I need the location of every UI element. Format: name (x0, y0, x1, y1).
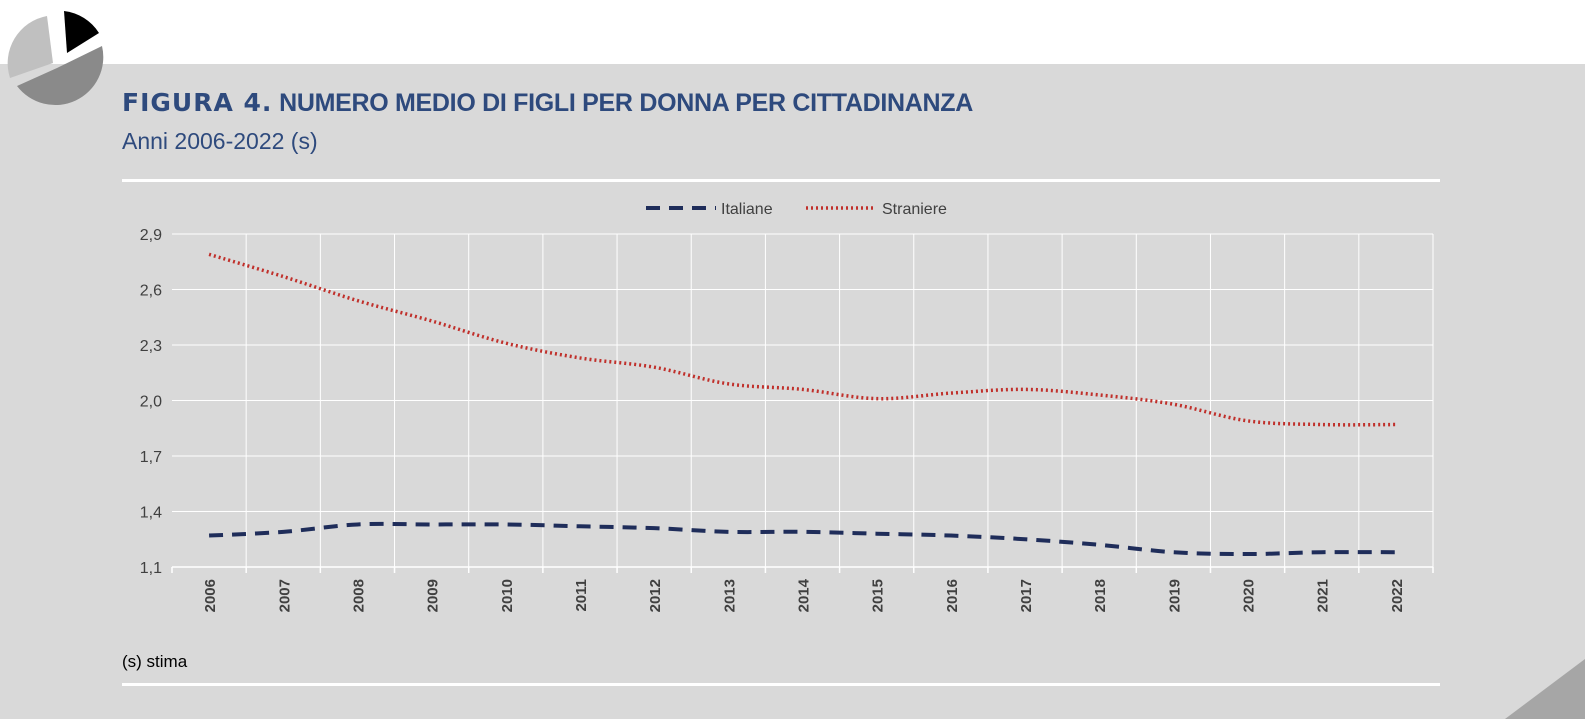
x-tick-label: 2016 (944, 579, 961, 612)
y-tick-label: 2,0 (140, 394, 162, 411)
y-tick-label: 1,1 (140, 560, 162, 577)
figure-title-text: NUMERO MEDIO DI FIGLI PER DONNA PER CITT… (279, 89, 973, 117)
legend-straniere-label: Straniere (882, 201, 947, 218)
x-tick-label: 2015 (870, 579, 887, 612)
x-tick-label: 2007 (276, 579, 293, 612)
x-tick-label: 2014 (796, 578, 813, 612)
figure-label: FIGURA 4. (122, 88, 273, 117)
top-divider (122, 179, 1440, 182)
figure-title: FIGURA 4. NUMERO MEDIO DI FIGLI PER DONN… (122, 88, 973, 118)
x-tick-label: 2013 (721, 579, 738, 612)
footnote: (s) stima (122, 652, 188, 671)
x-tick-label: 2018 (1092, 579, 1109, 612)
x-tick-label: 2022 (1389, 579, 1406, 612)
x-tick-label: 2021 (1315, 579, 1332, 612)
y-tick-label: 2,3 (140, 338, 162, 355)
y-tick-label: 1,7 (140, 449, 162, 466)
bottom-divider (122, 683, 1440, 686)
y-tick-label: 2,9 (140, 227, 162, 244)
x-tick-label: 2011 (573, 579, 590, 612)
pie-logo-icon (7, 11, 104, 106)
x-tick-label: 2006 (202, 579, 219, 612)
legend-italiane-label: Italiane (721, 201, 773, 218)
legend: Italiane Straniere (646, 201, 947, 218)
x-tick-label: 2008 (350, 579, 367, 612)
x-tick-label: 2020 (1241, 579, 1258, 612)
figure-subtitle: Anni 2006-2022 (s) (122, 128, 318, 154)
x-tick-label: 2012 (647, 579, 664, 612)
corner-decoration (1505, 659, 1585, 719)
y-tick-label: 2,6 (140, 283, 162, 300)
series-line-straniere (208, 252, 1396, 427)
x-tick-label: 2010 (499, 579, 516, 612)
x-tick-label: 2009 (425, 579, 442, 612)
x-tick-label: 2017 (1018, 579, 1035, 612)
y-tick-label: 1,4 (140, 505, 162, 522)
x-tick-label: 2019 (1166, 579, 1183, 612)
